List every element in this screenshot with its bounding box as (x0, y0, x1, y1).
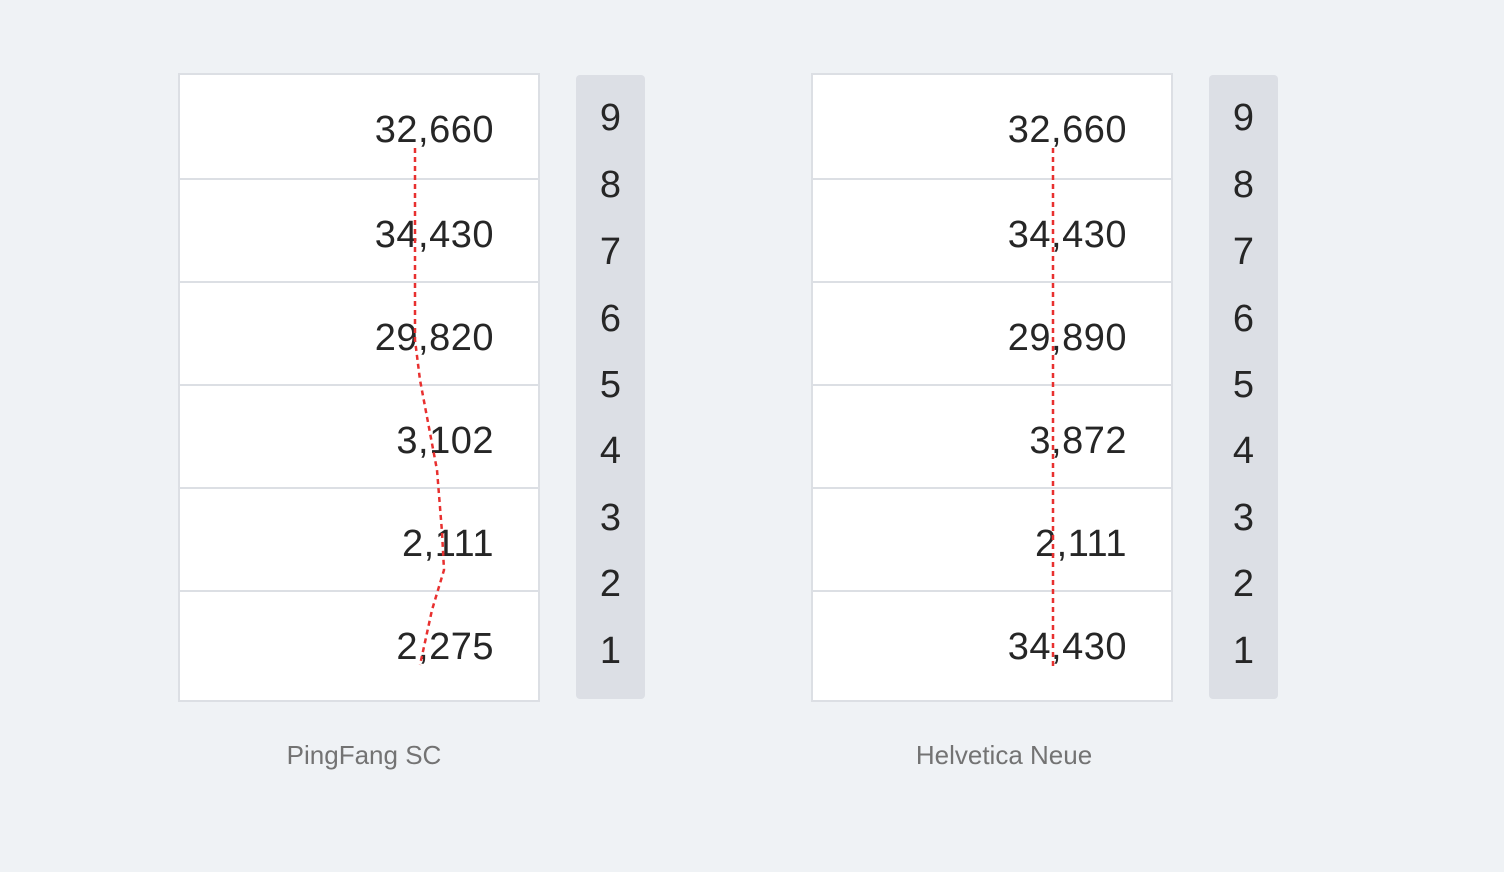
digit-scale: 9 8 7 6 5 4 3 2 1 (576, 75, 645, 699)
digit-label: 5 (1232, 364, 1255, 406)
number-row: 2,111 (813, 489, 1171, 592)
number-row: 2,111 (180, 489, 538, 592)
number-row: 32,660 (813, 75, 1171, 180)
digit-label: 6 (1232, 298, 1255, 340)
digit-label: 8 (1232, 164, 1255, 206)
number-value: 2,111 (1035, 523, 1127, 565)
digit-scale: 9 8 7 6 5 4 3 2 1 (1209, 75, 1278, 699)
digit-label: 8 (599, 164, 622, 206)
number-row: 29,820 (180, 283, 538, 386)
digit-label: 3 (1232, 497, 1255, 539)
number-row: 29,890 (813, 283, 1171, 386)
number-value: 32,660 (1007, 109, 1127, 151)
number-value: 34,430 (1007, 626, 1127, 668)
digit-label: 7 (1232, 231, 1255, 273)
number-row: 34,430 (813, 592, 1171, 696)
number-row: 3,872 (813, 386, 1171, 489)
number-value: 34,430 (1007, 214, 1127, 256)
digit-label: 4 (599, 430, 622, 472)
number-value: 2,111 (402, 523, 494, 565)
digit-label: 1 (599, 630, 622, 672)
digit-label: 6 (599, 298, 622, 340)
font-caption: PingFang SC (286, 740, 442, 770)
digit-label: 5 (599, 364, 622, 406)
digit-label: 9 (599, 97, 622, 139)
number-value: 3,872 (1029, 420, 1127, 462)
number-value: 32,660 (374, 109, 494, 151)
digit-label: 1 (1232, 630, 1255, 672)
number-value: 34,430 (374, 214, 494, 256)
number-value: 3,102 (396, 420, 494, 462)
digit-label: 2 (599, 563, 622, 605)
digit-label: 7 (599, 231, 622, 273)
number-row: 34,430 (180, 180, 538, 283)
digit-label: 4 (1232, 430, 1255, 472)
number-column: 32,660 34,430 29,890 3,872 2,111 34,430 (811, 73, 1173, 702)
number-row: 32,660 (180, 75, 538, 180)
number-row: 3,102 (180, 386, 538, 489)
number-row: 2,275 (180, 592, 538, 696)
number-value: 2,275 (396, 626, 494, 668)
number-column: 32,660 34,430 29,820 3,102 2,111 2,275 (178, 73, 540, 702)
number-value: 29,820 (374, 317, 494, 359)
digit-label: 3 (599, 497, 622, 539)
font-caption: Helvetica Neue (915, 740, 1093, 770)
number-value: 29,890 (1007, 317, 1127, 359)
digit-label: 9 (1232, 97, 1255, 139)
digit-label: 2 (1232, 563, 1255, 605)
number-row: 34,430 (813, 180, 1171, 283)
